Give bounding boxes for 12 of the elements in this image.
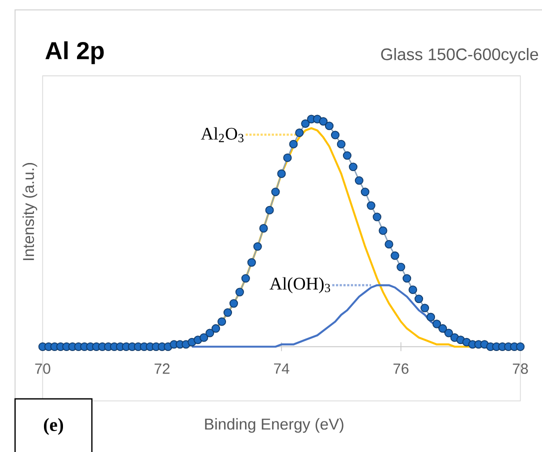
x-axis-title: Binding Energy (eV)	[205, 418, 344, 433]
series-label: Al(OH)$_{3}$	[270, 277, 330, 294]
x-tick-label: 76	[393, 363, 408, 374]
x-tick-label: 78	[512, 363, 528, 374]
text: Al$_{2}$O$_{3}$	[200, 127, 244, 142]
x-tick-label: 70	[35, 363, 50, 374]
text: (e)	[44, 418, 64, 435]
x-tick-label: 72	[154, 363, 170, 374]
y-axis-title: Intensity (a.u.)	[22, 162, 38, 260]
x-tick-label: 74	[274, 363, 290, 374]
chart-subtitle: Glass 150C-600cycle	[381, 48, 538, 64]
chart-title: Al 2p	[45, 41, 104, 64]
